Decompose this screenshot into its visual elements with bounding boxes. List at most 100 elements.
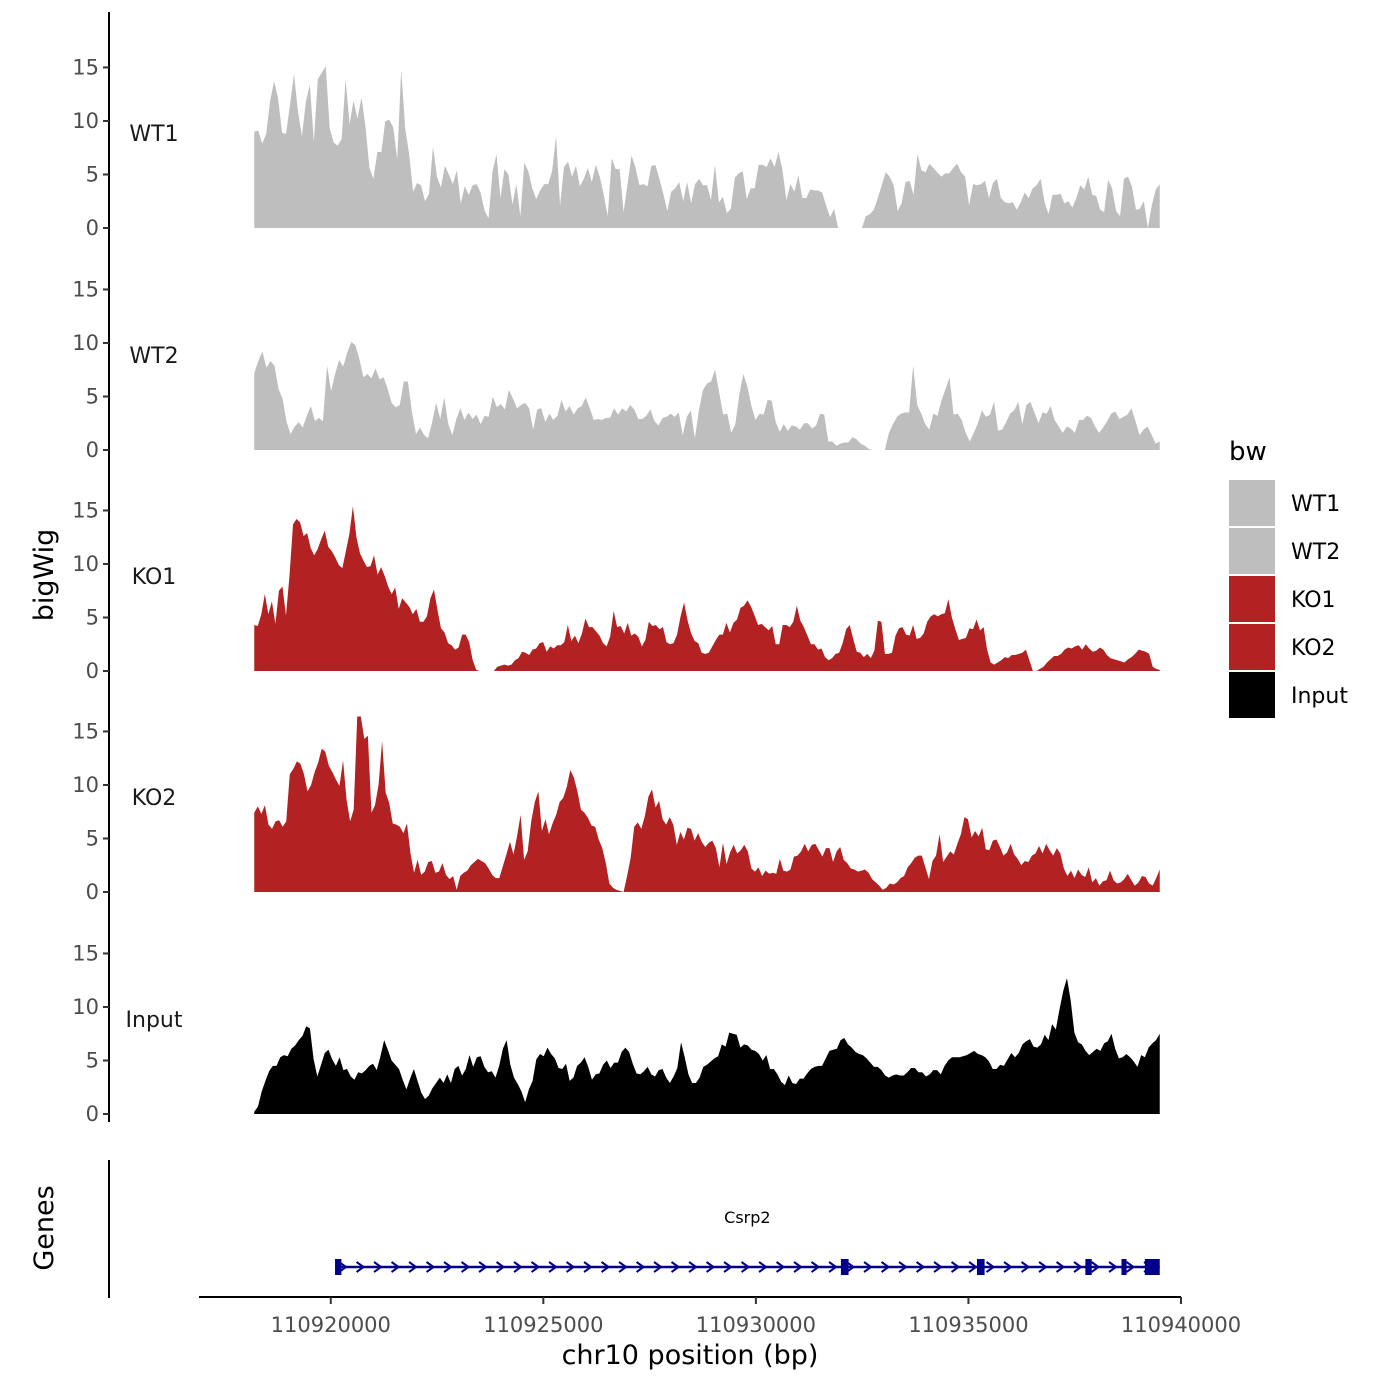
legend-entry-input: Input [1229,672,1348,718]
y-tick-label-input-15: 15 [72,941,99,965]
strand-arrow [1055,1261,1066,1273]
strand-arrow [950,1261,961,1273]
strand-arrow [688,1261,698,1273]
legend-entry-wt1: WT1 [1229,480,1340,526]
track-label-wt1: WT1 [129,122,178,147]
y-tick-label-ko2-0: 0 [86,880,99,904]
legend-entry-ko1: KO1 [1229,576,1336,622]
strand-arrow [373,1261,383,1273]
strand-arrow [793,1261,803,1273]
legend-label-wt2: WT2 [1291,540,1340,565]
x-tick-label-110930000: 110930000 [696,1313,816,1337]
strand-arrow [495,1261,506,1273]
track-label-input: Input [126,1008,183,1033]
y-tick-label-wt1-0: 0 [86,216,99,240]
legend-swatch-wt1 [1229,480,1275,526]
area-wt1 [254,66,1160,228]
area-ko2 [254,716,1160,892]
strand-arrow [1073,1261,1083,1273]
legend-entry-ko2: KO2 [1229,624,1336,670]
strand-arrow [530,1261,541,1273]
y-tick-label-ko1-10: 10 [72,552,99,576]
y-tick-label-wt2-15: 15 [72,277,99,301]
track-label-ko2: KO2 [132,786,177,811]
strand-arrow [740,1261,751,1273]
y-tick-label-ko2-15: 15 [72,719,99,743]
legend-label-ko1: KO1 [1291,588,1336,613]
x-axis-title: chr10 position (bp) [562,1340,819,1371]
y-tick-label-wt2-5: 5 [86,384,99,408]
track-input: 0 5 10 15 Input [72,898,1160,1126]
y-tick-label-wt1-15: 15 [72,55,99,79]
strand-arrow [1020,1261,1031,1273]
legend-swatch-ko2 [1229,624,1275,670]
y-tick-label-wt1-10: 10 [72,109,99,133]
strand-arrow [723,1261,733,1273]
x-axis: 110920000 110925000 110930000 110935000 1109… [199,1296,1241,1337]
strand-arrow [460,1261,471,1273]
strand-arrow [653,1261,663,1273]
y-tick-label-wt2-0: 0 [86,438,99,462]
x-tick-label-110925000: 110925000 [483,1313,603,1337]
strand-arrow [478,1261,488,1273]
strand-arrow [618,1261,628,1273]
legend-label-input: Input [1291,684,1348,709]
track-wt2: 0 5 10 15 WT2 [72,234,1160,462]
strand-arrow [880,1261,891,1273]
strand-arrow [670,1261,681,1273]
y-tick-label-input-5: 5 [86,1048,99,1072]
strand-arrow [513,1261,523,1273]
exon-csrp2-2 [840,1259,849,1275]
strand-arrow [758,1261,768,1273]
x-tick-label-110940000: 110940000 [1121,1313,1241,1337]
gene-csrp2: Csrp2 [335,1208,1160,1275]
strand-arrow [408,1261,418,1273]
y-tick-label-input-10: 10 [72,995,99,1019]
area-wt2 [254,341,1160,450]
strand-arrow [635,1261,646,1273]
area-input [254,978,1160,1114]
strand-arrow [915,1261,926,1273]
strand-arrow [933,1261,943,1273]
legend-entry-wt2: WT2 [1229,528,1340,574]
strand-arrow [1090,1261,1101,1273]
legend-label-ko2: KO2 [1291,636,1336,661]
strand-arrow [985,1261,996,1273]
track-ko1: 0 5 10 15 KO1 [72,455,1160,683]
exon-csrp2-5 [1121,1259,1127,1275]
strand-arrow [390,1261,401,1273]
strand-arrow [898,1261,908,1273]
strand-arrow [828,1261,838,1273]
legend: bw WT1 WT2 KO1 KO2 Input [1229,437,1348,718]
strand-arrow [705,1261,716,1273]
track-wt1: 0 5 10 15 WT1 [72,12,1160,240]
strand-arrow [583,1261,593,1273]
strand-arrow [443,1261,453,1273]
strand-arrow [600,1261,611,1273]
legend-swatch-wt2 [1229,528,1275,574]
legend-swatch-input [1229,672,1275,718]
exon-csrp2-3 [976,1259,985,1275]
strand-arrow [775,1261,786,1273]
strand-arrow [1038,1261,1048,1273]
exon-csrp2-1 [335,1259,342,1275]
strand-arrow [1003,1261,1013,1273]
y-tick-label-ko1-15: 15 [72,498,99,522]
strand-arrow [355,1261,366,1273]
track-ko2: 0 5 10 15 KO2 [72,676,1160,904]
area-ko1 [254,506,1160,671]
strand-arrow [863,1261,873,1273]
exon-csrp2-6 [1144,1259,1160,1275]
y-tick-label-ko2-10: 10 [72,773,99,797]
y-tick-label-ko1-5: 5 [86,605,99,629]
strand-arrow [565,1261,576,1273]
legend-swatch-ko1 [1229,576,1275,622]
strand-arrow [968,1261,978,1273]
track-label-ko1: KO1 [132,565,177,590]
y-axis-title: bigWig [29,529,60,622]
gene-track-title: Genes [29,1185,60,1270]
gene-label-csrp2: Csrp2 [724,1208,770,1227]
x-tick-label-110920000: 110920000 [271,1313,391,1337]
track-label-wt2: WT2 [129,344,178,369]
